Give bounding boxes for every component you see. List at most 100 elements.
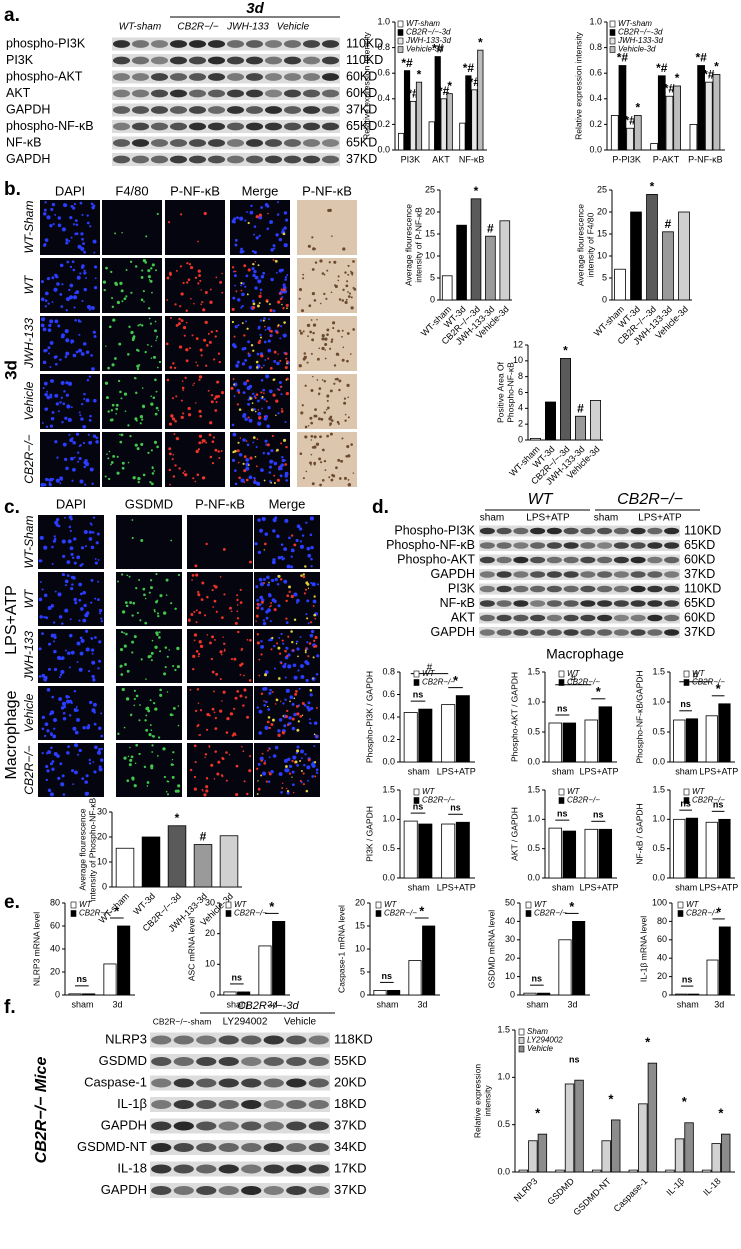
bar bbox=[477, 49, 484, 151]
cell-dot bbox=[181, 380, 184, 382]
legend-label: LY294002 bbox=[527, 1036, 563, 1045]
cell-dot bbox=[56, 754, 60, 758]
y-tick-label: 10 bbox=[513, 355, 523, 365]
cell-dot bbox=[188, 618, 191, 621]
cell-dot bbox=[211, 440, 215, 444]
cell-dot bbox=[307, 244, 311, 248]
bar bbox=[523, 992, 537, 996]
cell-dot bbox=[257, 518, 261, 522]
cell-dot bbox=[263, 317, 266, 320]
cell-dot bbox=[74, 601, 78, 605]
cell-dot bbox=[169, 274, 172, 277]
cell-dot bbox=[257, 264, 260, 267]
cell-dot bbox=[284, 518, 289, 523]
cell-dot bbox=[208, 744, 210, 747]
blot-band bbox=[664, 614, 680, 622]
cell-dot bbox=[154, 320, 157, 323]
cell-dot bbox=[267, 705, 269, 708]
cell-dot bbox=[283, 579, 288, 584]
cell-dot bbox=[313, 761, 317, 764]
cell-dot bbox=[296, 601, 299, 604]
cell-dot bbox=[267, 326, 271, 331]
legend-swatch bbox=[609, 20, 616, 28]
cell-dot bbox=[198, 274, 201, 277]
cell-dot bbox=[195, 361, 197, 364]
y-tick-label: 20 bbox=[657, 971, 667, 981]
cell-dot bbox=[119, 647, 124, 652]
cell-dot bbox=[302, 330, 305, 333]
cell-dot bbox=[310, 453, 313, 456]
cell-dot bbox=[256, 352, 260, 356]
cell-dot bbox=[72, 556, 75, 560]
y-axis-label: intensity of P-NF-κB bbox=[413, 207, 423, 283]
legend-label: Vehicle-3d bbox=[618, 45, 656, 54]
cell-dot bbox=[282, 306, 285, 310]
cell-dot bbox=[272, 309, 276, 313]
cell-dot bbox=[73, 707, 78, 712]
cell-dot bbox=[260, 692, 264, 696]
blot-band bbox=[173, 1186, 194, 1195]
cell-dot bbox=[350, 353, 352, 355]
row-label: Caspase-1 bbox=[84, 1074, 147, 1089]
cell-dot bbox=[78, 598, 82, 602]
cell-dot bbox=[51, 477, 55, 481]
legend-label: WT bbox=[692, 787, 706, 796]
y-tick-label: 100 bbox=[652, 897, 667, 907]
cell-dot bbox=[212, 436, 216, 439]
cell-dot bbox=[269, 459, 273, 464]
row-label: WT-Sham bbox=[22, 201, 36, 254]
micrograph bbox=[102, 432, 162, 487]
cell-dot bbox=[137, 324, 140, 327]
cell-dot bbox=[150, 357, 153, 359]
bar bbox=[598, 706, 613, 763]
cell-dot bbox=[288, 772, 292, 775]
cell-dot bbox=[126, 669, 130, 673]
cell-dot bbox=[256, 793, 259, 795]
cell-dot bbox=[151, 744, 154, 747]
cell-dot bbox=[346, 444, 350, 449]
cell-dot bbox=[302, 783, 305, 786]
cell-dot bbox=[223, 593, 226, 596]
cell-dot bbox=[41, 715, 46, 720]
cell-dot bbox=[285, 646, 288, 649]
cell-dot bbox=[236, 360, 240, 364]
y-tick-label: 10 bbox=[597, 250, 607, 260]
cell-dot bbox=[40, 297, 45, 302]
blot-band bbox=[613, 614, 629, 622]
cell-dot bbox=[243, 469, 247, 473]
cell-dot bbox=[281, 557, 285, 561]
cell-dot bbox=[133, 697, 136, 701]
cell-dot bbox=[333, 382, 336, 385]
cell-dot bbox=[221, 757, 225, 761]
bar bbox=[685, 817, 699, 879]
legend-label: WT-sham bbox=[406, 19, 440, 28]
cell-dot bbox=[166, 655, 169, 658]
cell-dot bbox=[59, 762, 63, 766]
cell-dot bbox=[280, 442, 283, 445]
y-tick-label: 0.8 bbox=[377, 42, 390, 52]
y-tick-label: 0.0 bbox=[497, 1166, 510, 1176]
cell-dot bbox=[269, 366, 273, 370]
cell-dot bbox=[193, 633, 198, 637]
cell-dot bbox=[112, 318, 116, 322]
cell-dot bbox=[148, 279, 151, 281]
cell-dot bbox=[284, 474, 288, 478]
cell-dot bbox=[300, 574, 303, 577]
cell-dot bbox=[253, 480, 257, 485]
cell-dot bbox=[260, 640, 263, 643]
cell-dot bbox=[312, 604, 315, 607]
cell-dot bbox=[234, 734, 237, 736]
cell-dot bbox=[285, 765, 288, 768]
cell-dot bbox=[186, 281, 189, 284]
cell-dot bbox=[197, 282, 200, 285]
cell-dot bbox=[76, 432, 80, 436]
cell-dot bbox=[97, 580, 100, 583]
cell-dot bbox=[223, 642, 226, 646]
cell-dot bbox=[165, 342, 169, 346]
blot-band bbox=[150, 139, 169, 147]
cell-dot bbox=[142, 258, 146, 263]
cell-dot bbox=[290, 548, 295, 553]
y-tick-label: 1.5 bbox=[527, 784, 540, 794]
cell-dot bbox=[129, 260, 133, 263]
y-tick-label: 10 bbox=[355, 943, 365, 953]
